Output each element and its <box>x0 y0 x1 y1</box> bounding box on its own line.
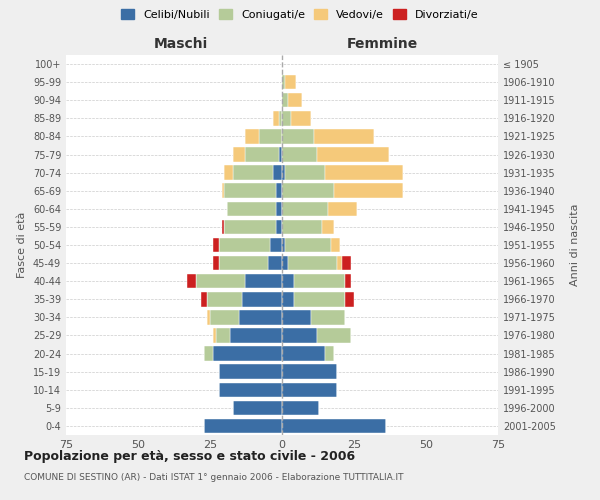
Bar <box>325 346 334 361</box>
Bar <box>282 238 285 252</box>
Bar <box>213 256 218 270</box>
Bar <box>224 184 276 198</box>
Bar <box>282 220 322 234</box>
Bar <box>282 184 334 198</box>
Bar <box>268 256 282 270</box>
Bar <box>282 129 314 144</box>
Bar <box>293 274 346 288</box>
Bar <box>282 364 337 379</box>
Bar <box>242 292 282 306</box>
Bar <box>317 328 351 342</box>
Bar <box>276 184 282 198</box>
Bar <box>207 310 210 324</box>
Bar <box>328 202 357 216</box>
Bar <box>196 274 245 288</box>
Bar <box>224 220 276 234</box>
Bar <box>207 292 242 306</box>
Bar <box>334 184 403 198</box>
Bar <box>218 364 282 379</box>
Y-axis label: Fasce di età: Fasce di età <box>17 212 27 278</box>
Bar <box>230 328 282 342</box>
Bar <box>279 148 282 162</box>
Text: Maschi: Maschi <box>154 38 208 52</box>
Bar <box>282 166 285 180</box>
Bar <box>274 111 279 126</box>
Bar <box>282 256 288 270</box>
Bar <box>325 166 403 180</box>
Bar <box>276 220 282 234</box>
Bar <box>227 202 276 216</box>
Bar <box>213 346 282 361</box>
Bar <box>218 238 271 252</box>
Bar <box>282 274 293 288</box>
Text: Femmine: Femmine <box>347 38 418 52</box>
Bar <box>282 382 337 397</box>
Bar <box>314 129 374 144</box>
Bar <box>288 93 302 108</box>
Bar <box>282 111 290 126</box>
Bar <box>245 148 279 162</box>
Bar <box>210 310 239 324</box>
Bar <box>282 148 317 162</box>
Bar <box>311 310 346 324</box>
Bar <box>337 256 343 270</box>
Y-axis label: Anni di nascita: Anni di nascita <box>569 204 580 286</box>
Text: Popolazione per età, sesso e stato civile - 2006: Popolazione per età, sesso e stato civil… <box>24 450 355 463</box>
Legend: Celibi/Nubili, Coniugati/e, Vedovi/e, Divorziati/e: Celibi/Nubili, Coniugati/e, Vedovi/e, Di… <box>118 6 482 23</box>
Bar <box>346 292 354 306</box>
Bar <box>187 274 196 288</box>
Bar <box>221 220 224 234</box>
Bar <box>204 418 282 433</box>
Bar <box>285 75 296 90</box>
Bar <box>279 111 282 126</box>
Bar <box>218 382 282 397</box>
Bar <box>233 166 274 180</box>
Bar <box>245 274 282 288</box>
Bar <box>202 292 207 306</box>
Bar <box>204 346 213 361</box>
Bar <box>233 400 282 415</box>
Bar <box>276 202 282 216</box>
Bar <box>288 256 337 270</box>
Bar <box>259 129 282 144</box>
Bar <box>282 75 285 90</box>
Bar <box>282 400 319 415</box>
Bar <box>290 111 311 126</box>
Bar <box>322 220 334 234</box>
Bar <box>233 148 245 162</box>
Bar <box>346 274 351 288</box>
Bar <box>343 256 351 270</box>
Bar <box>282 346 325 361</box>
Bar <box>282 292 293 306</box>
Bar <box>271 238 282 252</box>
Bar <box>317 148 389 162</box>
Bar <box>216 328 230 342</box>
Bar <box>218 256 268 270</box>
Bar <box>282 418 386 433</box>
Bar <box>331 238 340 252</box>
Bar <box>293 292 346 306</box>
Bar <box>285 166 325 180</box>
Bar <box>245 129 259 144</box>
Bar <box>224 166 233 180</box>
Bar <box>239 310 282 324</box>
Bar <box>274 166 282 180</box>
Bar <box>282 310 311 324</box>
Bar <box>221 184 224 198</box>
Bar <box>213 328 216 342</box>
Text: COMUNE DI SESTINO (AR) - Dati ISTAT 1° gennaio 2006 - Elaborazione TUTTITALIA.IT: COMUNE DI SESTINO (AR) - Dati ISTAT 1° g… <box>24 472 404 482</box>
Bar <box>282 93 288 108</box>
Bar <box>282 202 328 216</box>
Bar <box>213 238 218 252</box>
Bar <box>282 328 317 342</box>
Bar <box>285 238 331 252</box>
